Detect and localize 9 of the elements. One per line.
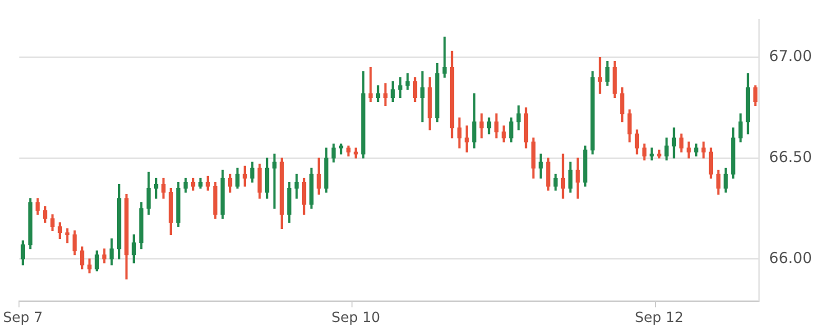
candlestick — [464, 126, 469, 152]
y-tick-label: 67.00 — [769, 47, 812, 66]
x-tick-label: Sep 12 — [634, 310, 684, 326]
candlestick — [65, 228, 70, 244]
candlestick — [368, 67, 373, 102]
y-tick-label: 66.00 — [769, 248, 812, 267]
y-tick-label: 66.50 — [769, 148, 812, 166]
x-tick-label: Sep 10 — [332, 310, 380, 326]
x-tick-label: Sep 7 — [3, 310, 43, 326]
